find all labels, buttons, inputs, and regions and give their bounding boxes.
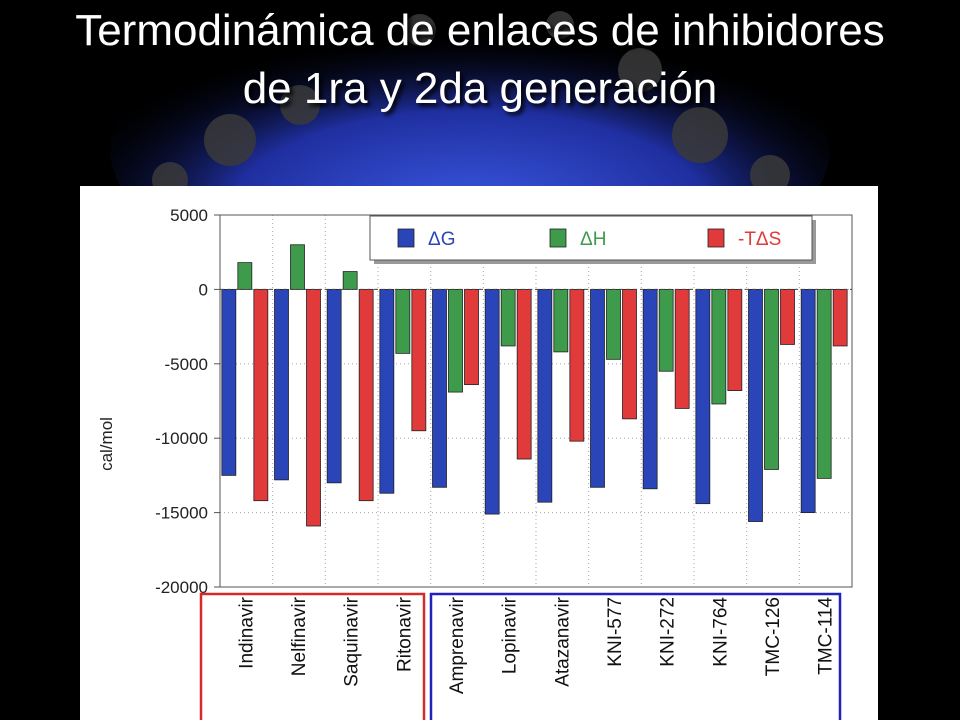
bar-kni-577-s0 xyxy=(590,289,605,488)
bar-tmc-114-s2 xyxy=(832,289,848,347)
bar-atazanavir-s1 xyxy=(553,289,569,353)
legend-layer: ΔG ΔH -TΔS xyxy=(369,215,816,264)
bar-lopinavir-s1 xyxy=(500,289,516,347)
y-tick-label: -15000 xyxy=(155,504,208,523)
bar-atazanavir-s2 xyxy=(569,289,585,442)
bar-kni-764-s1 xyxy=(711,289,727,405)
x-tick-label: Amprenavir xyxy=(447,596,468,694)
bar-kni-764-s0 xyxy=(695,289,711,505)
thermodynamics-bar-chart: 5000 0 -5000 -10000 -15000 -20000 ΔG ΔH -TΔS In… xyxy=(97,206,853,720)
bar-amprenavir-s1 xyxy=(448,289,463,393)
chart-panel: 5000 0 -5000 -10000 -15000 -20000 ΔG ΔH -TΔS In… xyxy=(80,186,878,720)
legend-label: ΔG xyxy=(428,229,455,250)
bar-lopinavir-s0 xyxy=(484,289,500,515)
bar-tmc-114-s0 xyxy=(800,289,816,513)
y-axis-title: cal/mol xyxy=(97,417,116,471)
y-tick-label: 0 xyxy=(199,280,208,299)
bar-kni-577-s2 xyxy=(622,289,637,420)
bar-saquinavir-s1 xyxy=(342,271,358,290)
axis-layer: 5000 0 -5000 -10000 -15000 -20000 xyxy=(155,206,853,597)
y-tick-label: -10000 xyxy=(155,429,208,448)
first-generation-box xyxy=(199,592,426,720)
y-tick-label: 5000 xyxy=(170,206,208,225)
bar-amprenavir-s0 xyxy=(432,289,447,488)
x-tick-label: Atazanavir xyxy=(552,596,573,686)
x-tick-label: KNI-764 xyxy=(710,597,731,667)
bar-kni-272-s1 xyxy=(658,289,674,372)
x-tick-label: Saquinavir xyxy=(342,596,363,686)
bar-nelfinavir-s2 xyxy=(306,289,321,527)
bar-tmc-114-s1 xyxy=(816,289,832,479)
bar-tmc-126-s2 xyxy=(780,289,795,345)
bar-tmc-126-s1 xyxy=(764,289,779,470)
bar-indinavir-s1 xyxy=(237,262,253,290)
x-tick-label: Lopinavir xyxy=(500,596,521,674)
y-tick-label: -5000 xyxy=(165,355,208,374)
bar-indinavir-s0 xyxy=(221,289,237,476)
slide-title: Termodinámica de enlaces de inhibidores … xyxy=(75,6,885,113)
legend-swatch xyxy=(549,228,567,248)
x-tick-label: KNI-577 xyxy=(605,597,626,667)
legend-label: ΔH xyxy=(580,229,606,250)
x-labels-layer: Indinavir Nelfinavir Saquinavir Ritonavir Am… xyxy=(199,592,842,720)
bar-ritonavir-s2 xyxy=(411,289,427,432)
background-protein-art xyxy=(110,0,830,200)
bar-atazanavir-s0 xyxy=(537,289,553,503)
legend-label: -TΔS xyxy=(738,229,781,250)
bar-nelfinavir-s0 xyxy=(274,289,289,481)
legend-swatch xyxy=(397,228,415,248)
bars-layer xyxy=(221,244,848,527)
bar-ritonavir-s1 xyxy=(395,289,411,354)
bar-saquinavir-s2 xyxy=(358,289,374,502)
bar-kni-764-s2 xyxy=(727,289,743,391)
bar-kni-272-s2 xyxy=(674,289,690,409)
x-tick-label: TMC-126 xyxy=(763,597,784,676)
x-tick-label: Nelfinavir xyxy=(289,596,310,676)
x-tick-label: TMC-114 xyxy=(816,597,837,675)
x-tick-label: KNI-272 xyxy=(658,597,679,667)
bar-indinavir-s2 xyxy=(253,289,269,502)
legend-box xyxy=(369,215,813,261)
bar-ritonavir-s0 xyxy=(379,289,395,494)
y-tick-label: -20000 xyxy=(155,578,208,597)
x-tick-label: Indinavir xyxy=(236,596,257,668)
second-generation-box xyxy=(429,592,842,720)
bar-nelfinavir-s1 xyxy=(290,244,305,290)
bar-kni-577-s1 xyxy=(606,289,621,360)
bar-saquinavir-s0 xyxy=(326,289,342,484)
x-tick-label: Ritonavir xyxy=(394,596,415,672)
plot-frame xyxy=(219,214,853,588)
bar-kni-272-s0 xyxy=(642,289,658,490)
bar-amprenavir-s2 xyxy=(464,289,479,386)
bar-lopinavir-s2 xyxy=(516,289,532,460)
legend-swatch xyxy=(707,228,725,248)
bar-tmc-126-s0 xyxy=(748,289,763,522)
